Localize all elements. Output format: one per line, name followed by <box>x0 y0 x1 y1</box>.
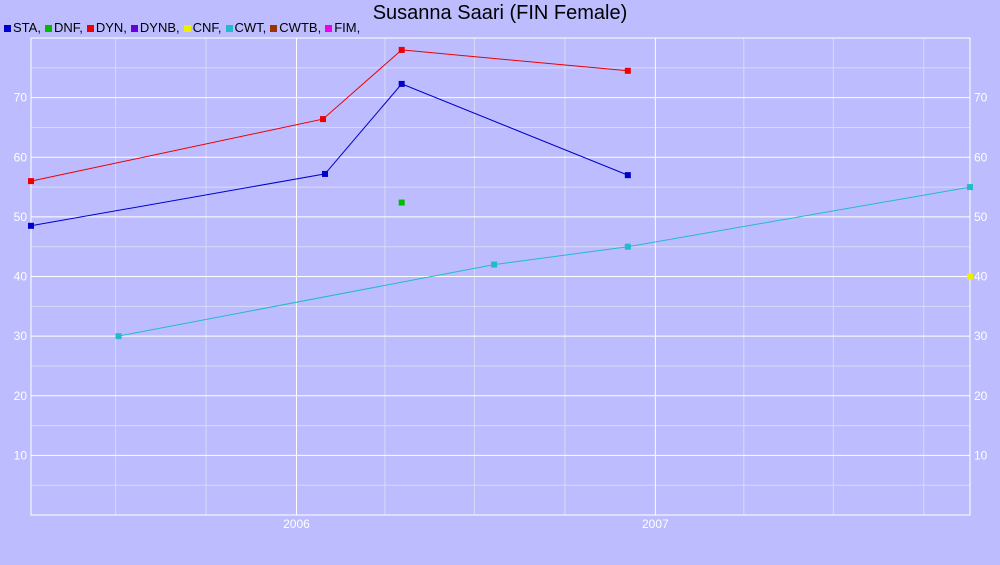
legend-label: CWT, <box>234 20 267 35</box>
legend-swatch <box>183 25 191 32</box>
data-point-sta <box>321 170 328 177</box>
y-tick-label-left: 10 <box>14 448 28 462</box>
legend-item: DYNB, <box>130 20 180 36</box>
y-tick-label-right: 70 <box>974 91 988 105</box>
data-point-dyn <box>320 116 327 123</box>
legend: STA, DNF, DYN, DYNB, CNF, CWT, CWTB, FIM, <box>4 20 364 36</box>
data-point-dnf <box>398 199 405 206</box>
y-tick-label-left: 60 <box>14 150 28 164</box>
y-tick-label-left: 40 <box>14 270 28 284</box>
legend-item: DNF, <box>44 20 83 36</box>
legend-item: CWT, <box>225 20 267 36</box>
data-point-cwt <box>115 333 122 340</box>
series-line-sta <box>30 83 628 227</box>
legend-swatch <box>44 25 52 32</box>
legend-swatch <box>130 25 138 32</box>
data-point-cnf <box>967 273 973 280</box>
data-point-dyn <box>28 178 34 185</box>
legend-swatch <box>86 25 94 32</box>
legend-label: DYN, <box>95 20 127 35</box>
legend-item: CWTB, <box>270 20 321 36</box>
y-tick-label-left: 20 <box>14 389 28 403</box>
legend-label: FIM, <box>334 20 361 35</box>
series-line-cwt <box>118 186 971 337</box>
legend-swatch <box>225 25 233 32</box>
y-tick-label-left: 70 <box>14 91 28 105</box>
legend-label: CWTB, <box>279 20 322 35</box>
series-line-dyn <box>30 49 628 182</box>
data-point-dyn <box>624 67 631 74</box>
legend-item: STA, <box>4 20 41 36</box>
legend-label: STA, <box>13 20 41 35</box>
data-point-sta <box>624 172 631 179</box>
data-point-sta <box>28 222 34 229</box>
y-tick-label-left: 50 <box>14 210 28 224</box>
legend-swatch <box>270 25 278 32</box>
y-tick-label-right: 30 <box>974 329 988 343</box>
legend-item: CNF, <box>183 20 222 36</box>
data-point-dyn <box>398 46 405 53</box>
legend-label: CNF, <box>192 20 222 35</box>
y-tick-label-right: 50 <box>974 210 988 224</box>
data-point-sta <box>398 80 405 87</box>
legend-item: FIM, <box>325 20 360 36</box>
x-tick-label: 2007 <box>642 517 669 531</box>
x-tick-label: 2006 <box>283 517 310 531</box>
legend-swatch <box>325 25 333 32</box>
y-tick-label-left: 30 <box>14 329 28 343</box>
y-tick-label-right: 10 <box>974 448 988 462</box>
legend-label: DNF, <box>53 20 83 35</box>
data-point-cwt <box>967 184 973 191</box>
y-tick-label-right: 40 <box>974 270 988 284</box>
y-tick-label-right: 60 <box>974 150 988 164</box>
legend-swatch <box>4 25 11 32</box>
data-point-cwt <box>491 261 498 268</box>
data-point-cwt <box>624 243 631 250</box>
y-tick-label-right: 20 <box>974 389 988 403</box>
legend-item: DYN, <box>86 20 127 36</box>
chart-title: Susanna Saari (FIN Female) <box>372 2 628 24</box>
legend-label: DYNB, <box>139 20 180 35</box>
